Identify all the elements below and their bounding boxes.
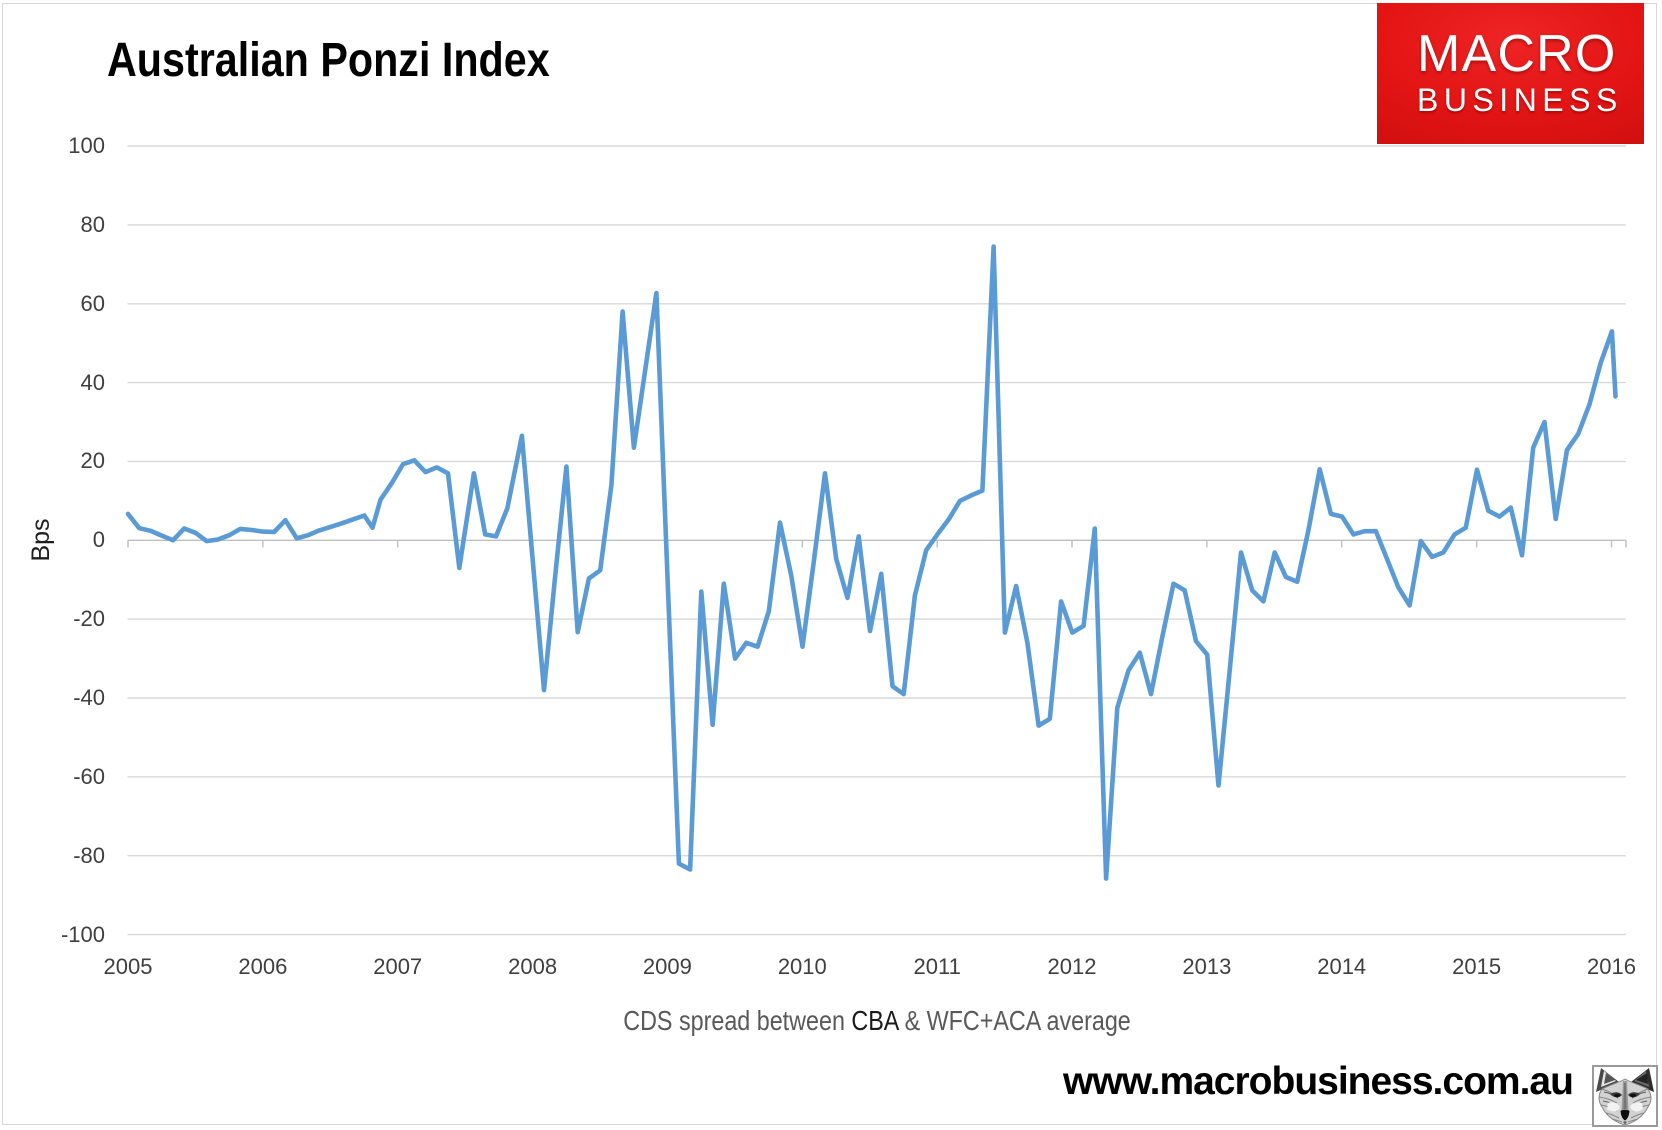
svg-text:2016: 2016: [1587, 954, 1636, 979]
svg-text:Bps: Bps: [27, 518, 55, 561]
svg-text:20: 20: [81, 448, 105, 473]
svg-text:2007: 2007: [373, 954, 422, 979]
svg-text:80: 80: [81, 212, 105, 237]
svg-text:2008: 2008: [508, 954, 557, 979]
svg-text:2015: 2015: [1452, 954, 1501, 979]
svg-text:-60: -60: [73, 764, 105, 789]
svg-text:2005: 2005: [104, 954, 153, 979]
svg-text:0: 0: [93, 527, 105, 552]
svg-text:100: 100: [68, 133, 105, 158]
svg-text:2011: 2011: [914, 954, 961, 979]
svg-text:40: 40: [81, 370, 105, 395]
svg-text:2006: 2006: [238, 954, 287, 979]
svg-text:-20: -20: [73, 606, 105, 631]
svg-text:2009: 2009: [643, 954, 692, 979]
svg-text:60: 60: [81, 291, 105, 316]
svg-text:2012: 2012: [1048, 954, 1097, 979]
svg-text:2013: 2013: [1182, 954, 1231, 979]
svg-text:2014: 2014: [1317, 954, 1366, 979]
svg-text:-80: -80: [73, 843, 105, 868]
svg-text:2010: 2010: [778, 954, 827, 979]
svg-text:-40: -40: [73, 685, 105, 710]
svg-text:-100: -100: [61, 922, 105, 947]
